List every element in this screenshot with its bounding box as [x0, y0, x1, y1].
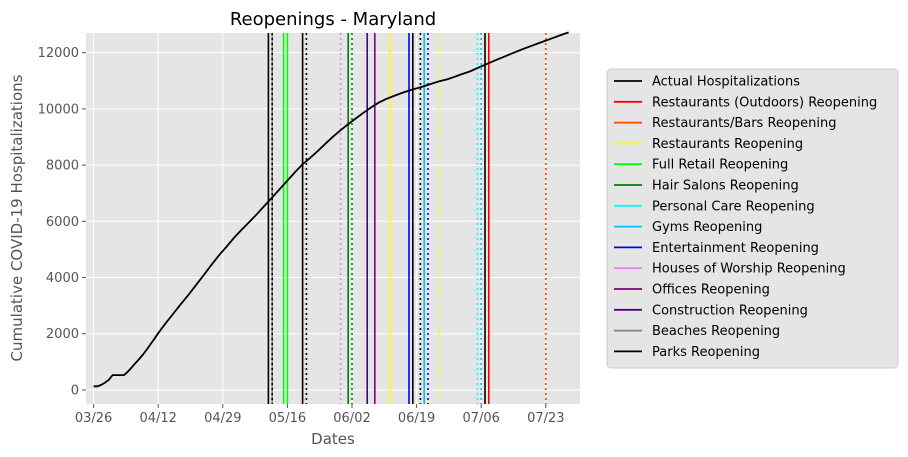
- series-line: [93, 31, 569, 388]
- y-tick-label: 6000: [46, 215, 79, 230]
- plot-area: [86, 33, 580, 404]
- legend-label: Entertainment Reopening: [652, 241, 819, 256]
- legend-box: [606, 68, 899, 369]
- y-axis-ticks: 0 2000 4000 6000 8000 10000 12000: [38, 46, 86, 398]
- legend-label: Full Retail Reopening: [652, 158, 788, 173]
- y-axis-label: Cumulative COVID-19 Hospitalizations: [8, 74, 26, 361]
- x-tick-label: 05/16: [269, 411, 306, 426]
- x-tick-label: 04/29: [204, 411, 241, 426]
- reopening-lines: [267, 33, 547, 404]
- legend-label: Restaurants Reopening: [652, 137, 803, 152]
- x-tick-label: 07/23: [527, 411, 564, 426]
- x-tick-label: 03/26: [75, 411, 112, 426]
- legend-label: Restaurants (Outdoors) Reopening: [652, 95, 877, 110]
- x-axis-label: Dates: [311, 430, 355, 448]
- legend-label: Personal Care Reopening: [652, 199, 815, 214]
- y-tick-label: 10000: [38, 102, 79, 117]
- x-tick-label: 06/02: [333, 411, 370, 426]
- y-tick-label: 12000: [38, 46, 79, 61]
- legend-label: Construction Reopening: [652, 303, 808, 318]
- x-tick-label: 06/19: [398, 411, 435, 426]
- x-tick-label: 07/06: [462, 411, 499, 426]
- legend-label: Restaurants/Bars Reopening: [652, 116, 836, 131]
- legend-label: Hair Salons Reopening: [652, 179, 799, 194]
- legend-label: Parks Reopening: [652, 345, 760, 360]
- x-axis-ticks: 03/26 04/12 04/29 05/16 06/02 06/19 07/06 07/23: [75, 404, 565, 426]
- legend: Actual Hospitalizations Restaurants (Outd…: [606, 68, 899, 369]
- legend-label: Gyms Reopening: [652, 220, 762, 235]
- chart-title: Reopenings - Maryland: [230, 9, 436, 30]
- series-group: [93, 31, 569, 388]
- legend-label: Beaches Reopening: [652, 324, 780, 339]
- x-tick-label: 04/12: [139, 411, 176, 426]
- legend-label: Offices Reopening: [652, 283, 770, 298]
- y-tick-label: 2000: [46, 327, 79, 342]
- y-tick-label: 0: [71, 383, 79, 398]
- y-tick-label: 8000: [46, 159, 79, 174]
- legend-label: Actual Hospitalizations: [652, 75, 800, 90]
- y-tick-label: 4000: [46, 271, 79, 286]
- legend-label: Houses of Worship Reopening: [652, 262, 846, 277]
